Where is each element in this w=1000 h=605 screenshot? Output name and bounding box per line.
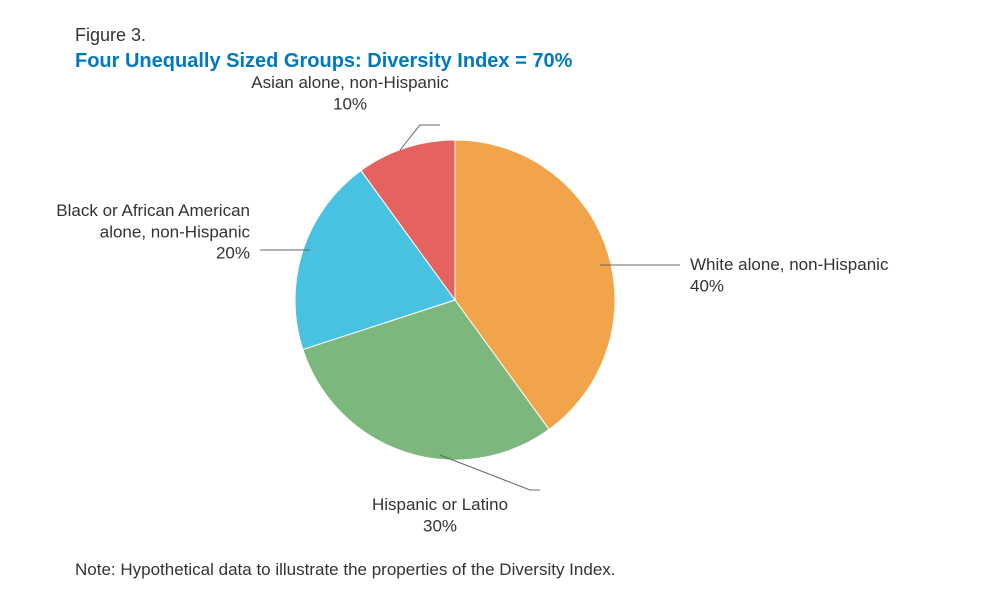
slice-label: White alone, non-Hispanic40%: [690, 255, 889, 295]
slice-label: Asian alone, non-Hispanic10%: [251, 73, 449, 113]
chart-title: Four Unequally Sized Groups: Diversity I…: [75, 50, 572, 73]
figure-label: Figure 3.: [75, 25, 146, 46]
footnote: Note: Hypothetical data to illustrate th…: [75, 560, 616, 580]
slice-label: Black or African Americanalone, non-Hisp…: [56, 201, 250, 263]
pie-chart: White alone, non-Hispanic40% Hispanic or …: [0, 0, 1000, 605]
slice-label: Hispanic or Latino30%: [372, 495, 508, 535]
